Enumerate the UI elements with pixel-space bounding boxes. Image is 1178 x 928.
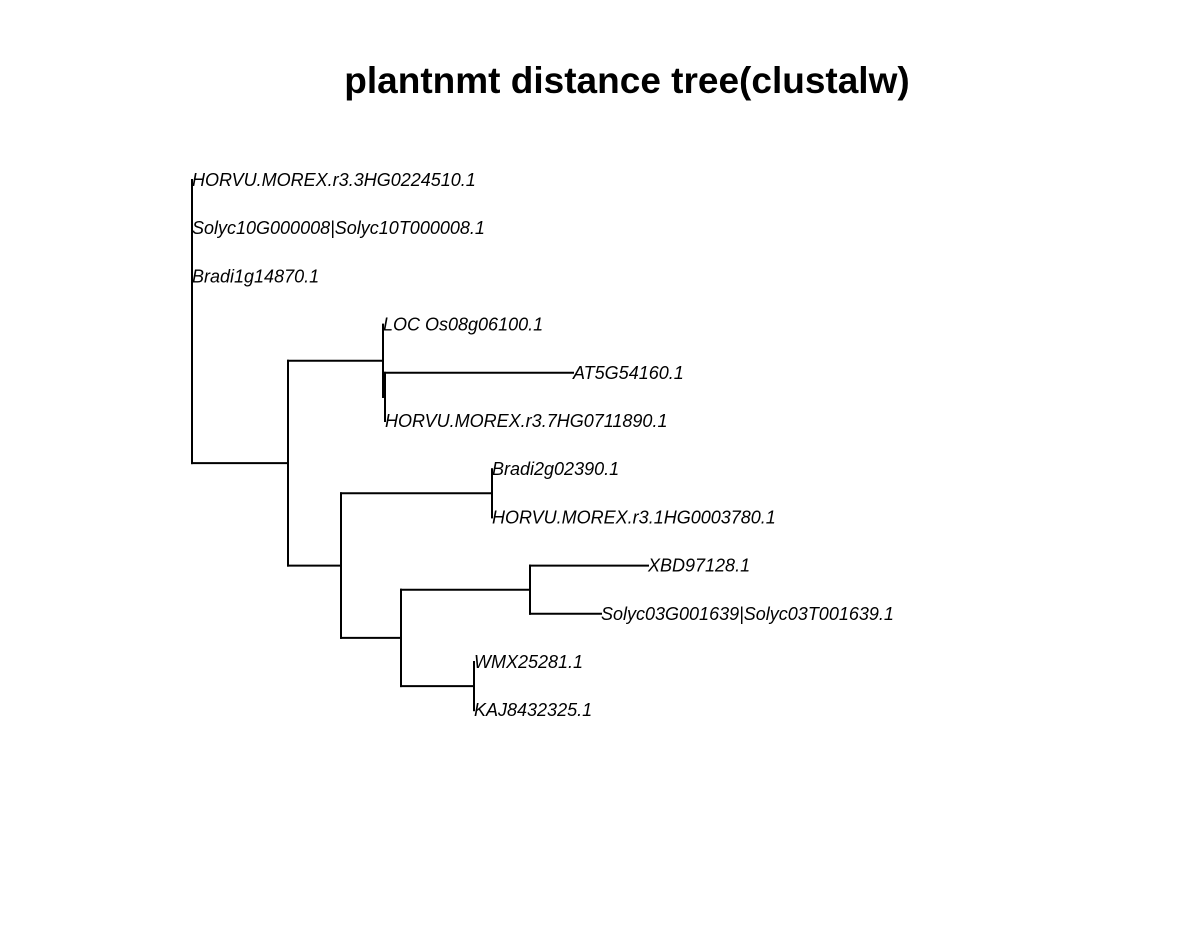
leaf-label: Solyc10G000008|Solyc10T000008.1 xyxy=(192,218,485,238)
leaf-label: HORVU.MOREX.r3.1HG0003780.1 xyxy=(492,507,776,527)
leaf-label: XBD97128.1 xyxy=(647,556,750,576)
leaf-label: KAJ8432325.1 xyxy=(474,700,592,720)
tree-branches xyxy=(191,179,649,712)
leaf-label: HORVU.MOREX.r3.7HG0711890.1 xyxy=(385,411,667,431)
leaf-label: HORVU.MOREX.r3.3HG0224510.1 xyxy=(192,170,476,190)
leaf-label: AT5G54160.1 xyxy=(572,363,684,383)
tree-leaf-labels: HORVU.MOREX.r3.3HG0224510.1 Solyc10G00000… xyxy=(192,170,894,720)
leaf-label: Solyc03G001639|Solyc03T001639.1 xyxy=(601,604,894,624)
leaf-label: WMX25281.1 xyxy=(474,652,583,672)
leaf-label: Bradi1g14870.1 xyxy=(192,266,319,286)
plot-title: plantnmt distance tree(clustalw) xyxy=(344,60,909,101)
leaf-label: Bradi2g02390.1 xyxy=(492,459,619,479)
leaf-label: LOC Os08g06100.1 xyxy=(383,315,543,335)
